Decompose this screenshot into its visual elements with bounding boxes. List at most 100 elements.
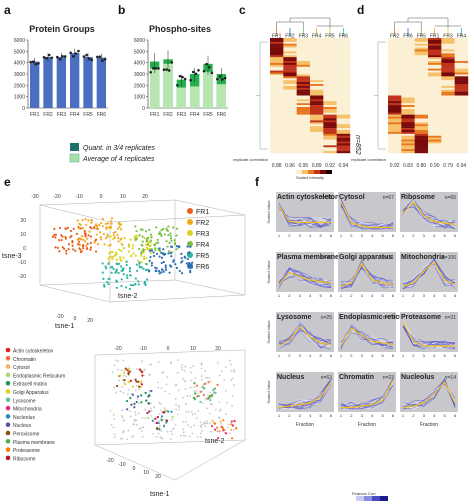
scatter-point [215, 426, 219, 429]
heatmap-cell [323, 105, 337, 108]
heatmap-cell [388, 120, 402, 123]
scatter-point [87, 234, 90, 237]
heatmap-cell [296, 135, 311, 138]
x-tick-label: 6 [392, 413, 395, 418]
background-point [207, 394, 210, 397]
scatter-point [75, 232, 79, 235]
scatter-point [167, 225, 170, 228]
scatter-point [133, 406, 136, 409]
scatter-point [105, 226, 108, 229]
background-point [114, 436, 116, 439]
legend-dot [5, 447, 11, 452]
heatmap-cell [296, 112, 311, 115]
scatter-point [127, 380, 130, 384]
heatmap-cell [336, 78, 351, 81]
tick-label: 10 [143, 470, 149, 476]
scatter-point [166, 245, 169, 248]
mean-profile-line [278, 271, 332, 285]
scatter-point [166, 229, 170, 232]
background-point [129, 410, 131, 413]
background-point [126, 393, 129, 396]
heatmap-cell [310, 143, 324, 146]
heatmap-cell [296, 84, 311, 87]
background-point [175, 404, 177, 406]
heatmap-cell [283, 143, 297, 146]
heatmap-cell [310, 126, 324, 129]
scatter-point [230, 437, 234, 440]
scatter-point [120, 265, 123, 268]
scatter-point [142, 248, 145, 251]
heatmap-cell [323, 53, 337, 56]
heatmap-cell [270, 39, 284, 43]
heatmap-cell [414, 82, 429, 85]
heatmap-cell [296, 118, 311, 121]
panel-count: n=46 [321, 255, 332, 261]
background-point [113, 433, 116, 436]
background-point [190, 371, 193, 374]
x-tick-label: 2 [288, 353, 291, 358]
scatter-point [83, 229, 86, 233]
scatter-point [81, 243, 85, 247]
heatmap-cell [283, 76, 297, 79]
scatter-point [148, 259, 151, 262]
heatmap-cell [336, 51, 351, 54]
scatter-point [120, 228, 123, 231]
heatmap-cell [336, 55, 351, 58]
scatter-point [170, 245, 174, 249]
heatmap-cell [441, 47, 455, 50]
heatmap-cell [270, 95, 284, 98]
scatter-point [138, 261, 141, 264]
legend-swatch-average [69, 153, 80, 163]
heatmap-cell [323, 39, 337, 43]
heatmap-cell [270, 137, 284, 140]
heatmap-cell [388, 149, 402, 152]
heatmap-cell [428, 68, 442, 71]
x-tick-label: 2 [412, 233, 415, 238]
column-label: FR5 [417, 34, 427, 40]
scatter-point [209, 399, 212, 402]
scatter-point [149, 255, 152, 259]
cube-edge [39, 204, 111, 223]
background-point [171, 433, 174, 435]
scatter-point [104, 222, 107, 226]
correlation-value: 0.92 [390, 163, 400, 169]
scatter-point [108, 252, 111, 255]
heatmap-cell [388, 99, 402, 102]
scatter-point [99, 222, 103, 225]
scatter-point [158, 247, 161, 250]
legend-label: FR2 [196, 220, 209, 227]
scatter-point [137, 280, 140, 283]
heatmap-cell [441, 85, 455, 89]
background-point [122, 420, 125, 422]
heatmap-cell [296, 97, 311, 100]
heatmap-cell [323, 128, 337, 131]
heatmap-cell [388, 133, 402, 136]
heatmap-cell [414, 101, 429, 104]
correlation-value: 0.80 [416, 163, 426, 169]
scatter-point [157, 270, 161, 273]
scatter-point [61, 246, 64, 249]
scatter-point [164, 264, 167, 267]
profile-line [278, 273, 332, 287]
colorbar-segment [308, 170, 314, 174]
heatmap-cell [283, 61, 297, 64]
panel-count: n=106 [442, 255, 456, 261]
heatmap-cell [441, 131, 455, 135]
heatmap-cell [336, 59, 351, 62]
heatmap-cell [336, 95, 351, 98]
heatmap-cell [296, 87, 311, 90]
colorbar-label: Pearson Corr. [352, 491, 377, 496]
axis-label-x: tsne-1 [150, 491, 170, 498]
scatter-point [122, 371, 125, 374]
heatmap-cell [323, 38, 337, 41]
scatter-point [107, 244, 110, 247]
scatter-point [142, 257, 146, 260]
scatter-point [149, 239, 153, 242]
heatmap-cell [414, 139, 429, 142]
heatmap-cell [283, 108, 297, 112]
tick-label: 20 [87, 318, 93, 324]
scatter-point [123, 378, 126, 382]
background-point [193, 390, 196, 393]
heatmap-cell [323, 126, 337, 129]
